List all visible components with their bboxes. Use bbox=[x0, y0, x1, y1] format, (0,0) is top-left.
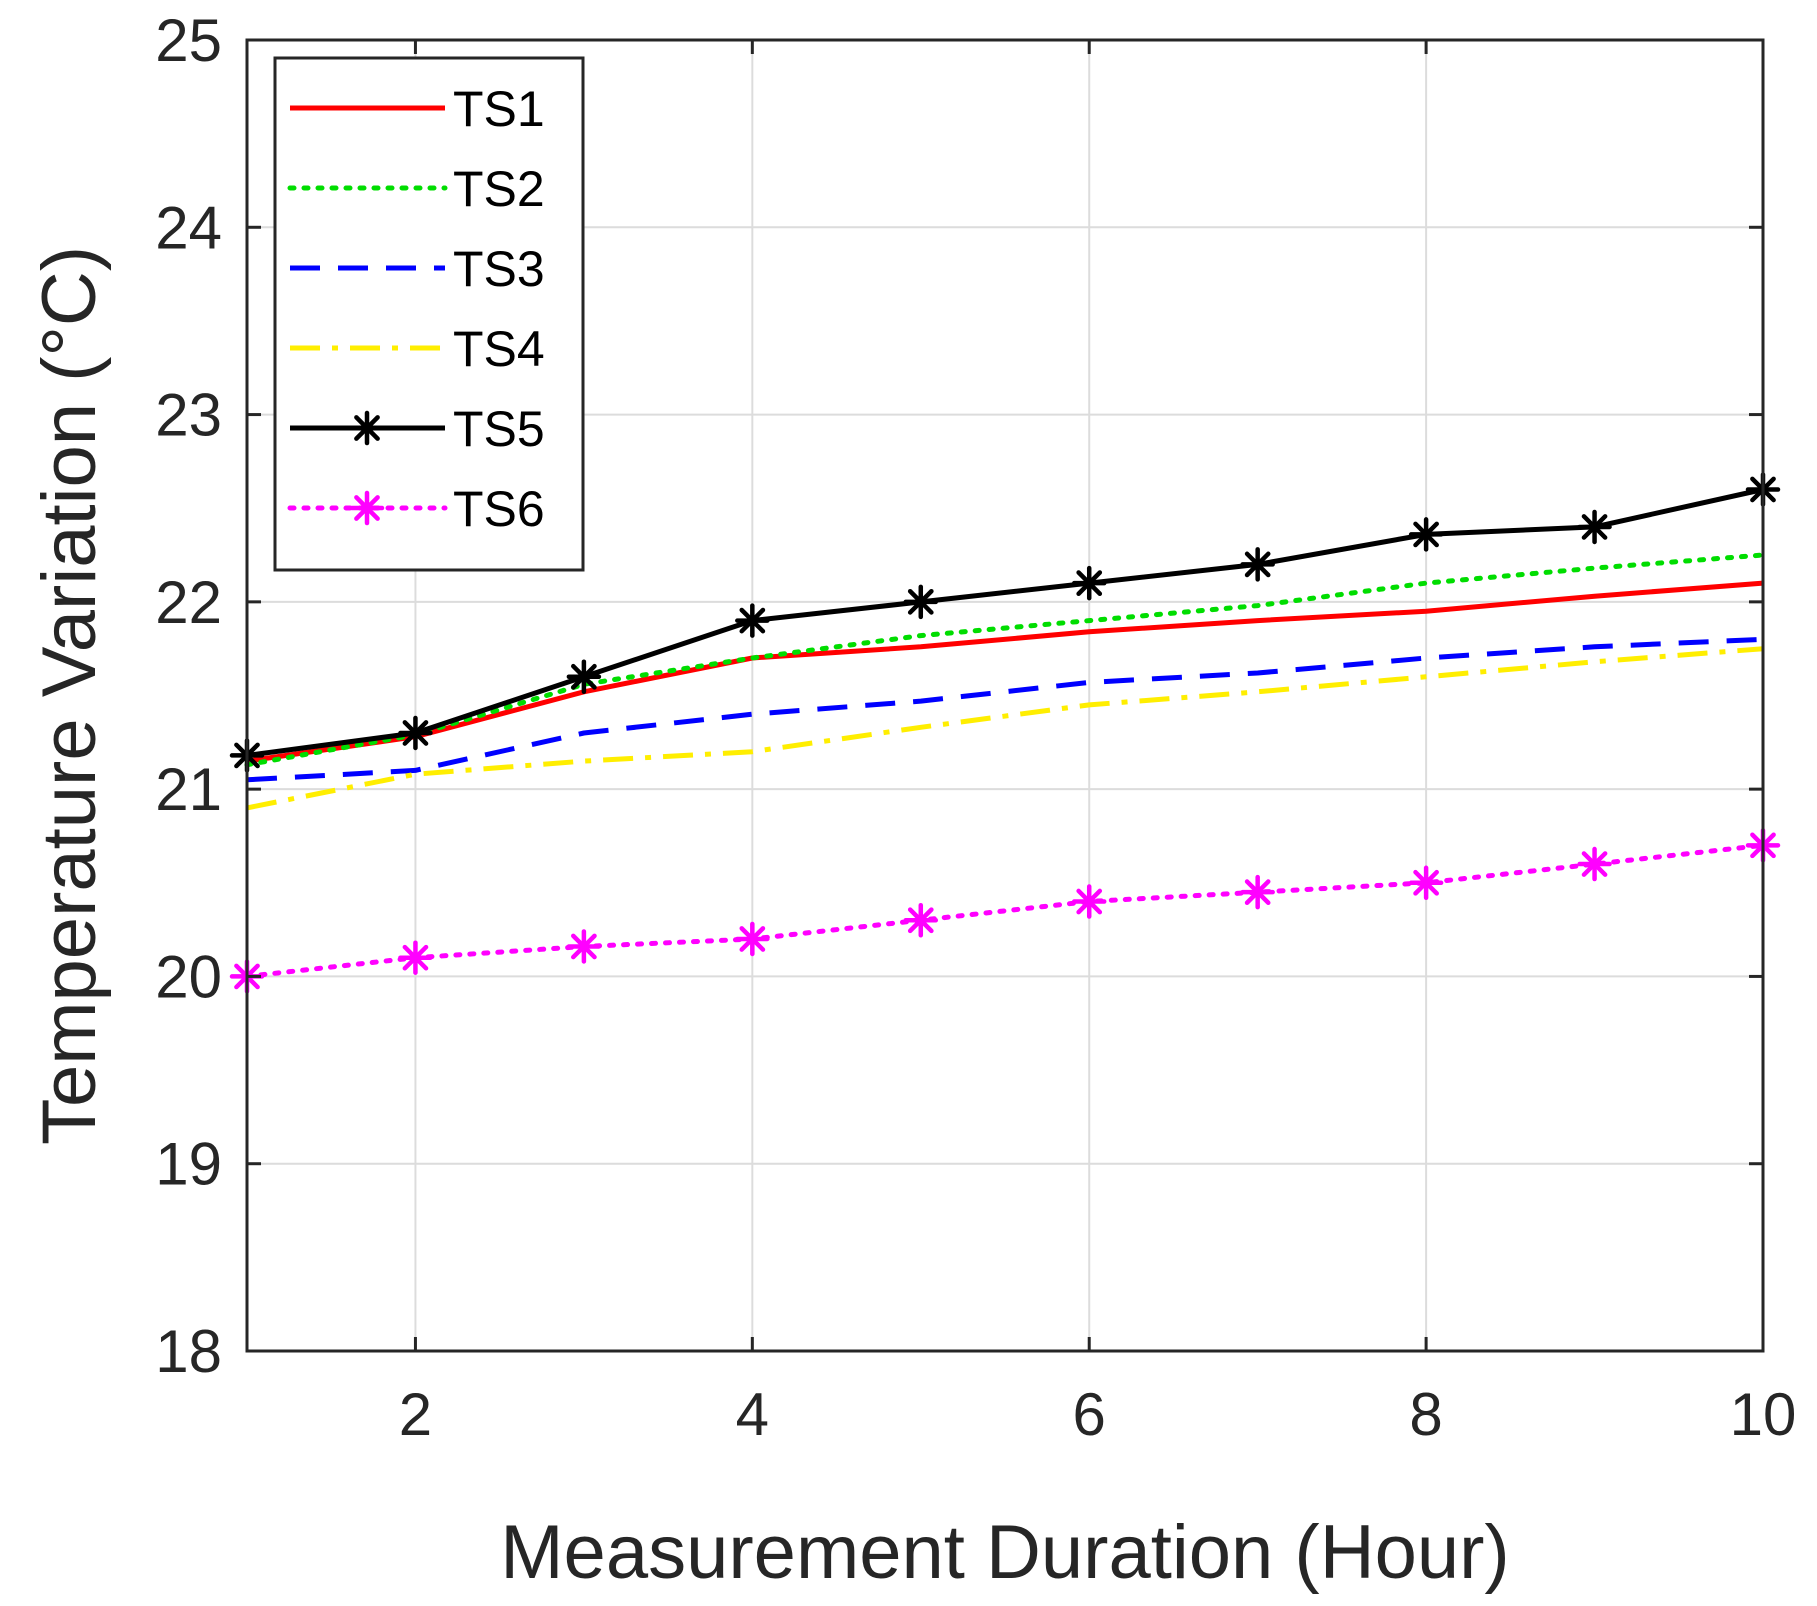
legend-item: TS4 bbox=[290, 321, 545, 377]
x-tick-label: 6 bbox=[1073, 1381, 1106, 1448]
y-tick-labels: 18 19 20 21 22 23 24 25 bbox=[155, 7, 222, 1385]
asterisk-marker bbox=[566, 929, 602, 964]
asterisk-marker bbox=[349, 490, 385, 526]
y-tick-label: 24 bbox=[155, 194, 222, 261]
asterisk-marker bbox=[398, 715, 433, 751]
series-line-ts2 bbox=[244, 552, 1766, 768]
legend-item: TS5 bbox=[290, 401, 545, 457]
asterisk-marker bbox=[1408, 517, 1444, 552]
asterisk-marker bbox=[903, 584, 939, 620]
series-line-ts1 bbox=[246, 580, 1764, 764]
axes bbox=[245, 38, 1765, 1353]
legend-label: TS2 bbox=[453, 161, 545, 217]
series-ts4 bbox=[246, 646, 1764, 811]
asterisk-marker bbox=[1577, 509, 1612, 545]
y-tick-label: 21 bbox=[155, 756, 222, 823]
legend-label: TS6 bbox=[453, 481, 545, 537]
asterisk-marker bbox=[1071, 565, 1107, 601]
asterisk-marker bbox=[398, 940, 433, 975]
asterisk-marker bbox=[1240, 874, 1275, 910]
y-axis-title: Temperature Variation (°C) bbox=[27, 246, 112, 1145]
legend-item: TS1 bbox=[290, 81, 545, 137]
x-axis-title: Measurement Duration (Hour) bbox=[500, 1510, 1510, 1595]
legend-box bbox=[273, 56, 585, 572]
legend-item: TS6 bbox=[287, 481, 545, 537]
y-tick-label: 22 bbox=[155, 569, 222, 636]
asterisk-marker bbox=[566, 659, 602, 695]
y-tick-label: 25 bbox=[155, 7, 222, 74]
legend-label: TS5 bbox=[453, 401, 545, 457]
x-tick-labels: 2 4 6 8 10 bbox=[399, 1381, 1797, 1448]
series-line-ts6 bbox=[244, 842, 1766, 979]
asterisk-marker bbox=[735, 921, 770, 957]
legend-label: TS1 bbox=[453, 81, 545, 137]
series-line-ts5 bbox=[246, 487, 1764, 758]
asterisk-marker bbox=[1071, 884, 1107, 919]
series-ts2 bbox=[244, 552, 1766, 768]
series-ts6 bbox=[229, 828, 1781, 994]
y-tick-label: 18 bbox=[155, 1318, 222, 1385]
asterisk-marker bbox=[903, 902, 939, 938]
asterisk-marker bbox=[349, 410, 385, 446]
series-ts1 bbox=[246, 580, 1764, 764]
plot-frame bbox=[245, 38, 1765, 1353]
legend-item: TS3 bbox=[290, 241, 545, 297]
y-tick-label: 20 bbox=[155, 943, 222, 1010]
legend-label: TS3 bbox=[453, 241, 545, 297]
x-tick-label: 2 bbox=[399, 1381, 432, 1448]
asterisk-marker bbox=[735, 603, 770, 638]
asterisk-marker bbox=[1408, 865, 1444, 901]
legend-item: TS2 bbox=[287, 161, 545, 217]
x-tick-label: 4 bbox=[736, 1381, 769, 1448]
legend: TS1 TS2 TS3 TS4 TS5 TS6 bbox=[273, 56, 585, 572]
series-ts3 bbox=[246, 636, 1764, 783]
asterisk-marker bbox=[1577, 846, 1612, 882]
series-line-ts3 bbox=[246, 636, 1764, 783]
asterisk-marker bbox=[1240, 547, 1275, 582]
x-tick-label: 8 bbox=[1409, 1381, 1442, 1448]
y-tick-label: 23 bbox=[155, 382, 222, 449]
legend-label: TS4 bbox=[453, 321, 545, 377]
series-line-ts4 bbox=[246, 646, 1764, 811]
x-tick-label: 10 bbox=[1730, 1381, 1797, 1448]
y-tick-label: 19 bbox=[155, 1131, 222, 1198]
